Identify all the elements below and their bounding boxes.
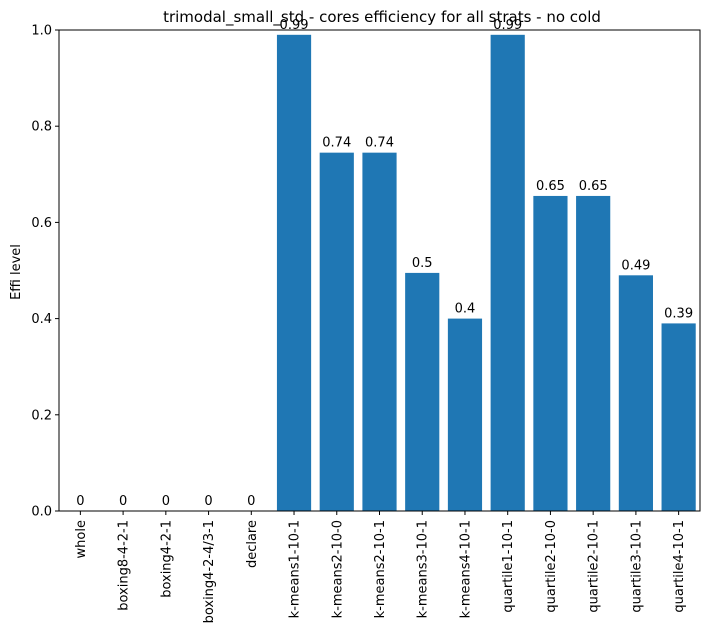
bar-value-label: 0.49 bbox=[621, 258, 650, 273]
bars-group bbox=[276, 34, 696, 512]
bar-value-label: 0 bbox=[119, 494, 127, 509]
bar-labels-group: 0 0 0 0 0 0.99 0.74 0.74 0.5 0.4 0.99 0.65 0.65 0.49 0… bbox=[76, 18, 693, 509]
y-tick-label: 0.6 bbox=[31, 216, 52, 231]
y-axis-title: Effi level bbox=[9, 244, 24, 300]
x-tick-label: boxing4-2-4/3-1 bbox=[202, 520, 217, 623]
x-tick-label: k-means2-10-0 bbox=[330, 520, 345, 618]
bar bbox=[405, 272, 440, 511]
bar-value-label: 0.99 bbox=[280, 18, 309, 33]
chart-title: trimodal_small_std - cores efficiency fo… bbox=[163, 8, 601, 27]
bar bbox=[576, 195, 611, 511]
bar-value-label: 0 bbox=[76, 494, 84, 509]
x-tick-label: k-means3-10-1 bbox=[416, 520, 431, 618]
x-tick-label: quartile3-10-1 bbox=[629, 520, 644, 613]
bar-value-label: 0.74 bbox=[322, 136, 351, 151]
x-tick-label: quartile4-10-1 bbox=[672, 520, 687, 613]
bar-value-label: 0.39 bbox=[664, 306, 693, 321]
bar bbox=[490, 34, 525, 512]
bar-value-label: 0 bbox=[162, 494, 170, 509]
bar-value-label: 0.4 bbox=[455, 302, 476, 317]
bar-value-label: 0.5 bbox=[412, 256, 433, 271]
y-axis: 0.0 0.2 0.4 0.6 0.8 1.0 bbox=[31, 24, 59, 520]
bar bbox=[533, 195, 568, 511]
bar-value-label: 0 bbox=[247, 494, 255, 509]
bar-value-label: 0.99 bbox=[493, 18, 522, 33]
x-tick-label: quartile2-10-0 bbox=[544, 520, 559, 613]
x-tick-label: whole bbox=[74, 520, 89, 558]
y-tick-label: 0.2 bbox=[31, 408, 52, 423]
x-tick-label: declare bbox=[245, 520, 260, 568]
x-tick-label: k-means2-10-1 bbox=[373, 520, 388, 618]
plot-frame bbox=[58, 29, 701, 512]
y-tick-label: 0.0 bbox=[31, 505, 52, 520]
bar bbox=[362, 152, 397, 511]
x-tick-label: k-means4-10-1 bbox=[458, 520, 473, 618]
bar-value-label: 0.74 bbox=[365, 136, 394, 151]
bar-value-label: 0 bbox=[204, 494, 212, 509]
bar bbox=[618, 275, 653, 511]
x-tick-label: quartile1-10-1 bbox=[501, 520, 516, 613]
y-tick-label: 0.4 bbox=[31, 312, 52, 327]
bar bbox=[319, 152, 354, 511]
bar-value-label: 0.65 bbox=[536, 179, 565, 194]
bar bbox=[447, 318, 483, 511]
x-axis: whole boxing8-4-2-1 boxing4-2-1 boxing4-2-4… bbox=[74, 511, 687, 623]
x-tick-label: boxing4-2-1 bbox=[159, 520, 174, 598]
x-tick-label: boxing8-4-2-1 bbox=[117, 520, 132, 611]
bar-value-label: 0.65 bbox=[579, 179, 608, 194]
y-tick-label: 0.8 bbox=[31, 120, 52, 135]
x-tick-label: quartile2-10-1 bbox=[587, 520, 602, 613]
x-tick-label: k-means1-10-1 bbox=[288, 520, 303, 618]
y-tick-label: 1.0 bbox=[31, 24, 52, 39]
bar bbox=[276, 34, 312, 512]
bar bbox=[661, 323, 696, 511]
